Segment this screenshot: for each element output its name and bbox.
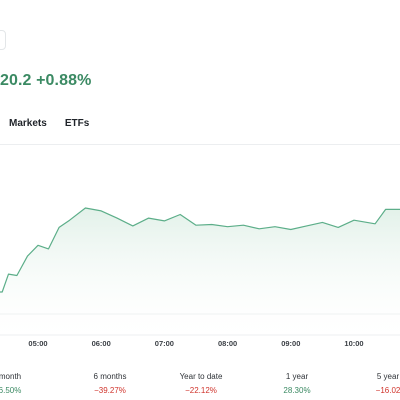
time-axis: 05:00 06:00 07:00 08:00 09:00 10:00	[0, 339, 400, 353]
price-line	[0, 207, 400, 293]
time-tick-label: 08:00	[218, 339, 238, 348]
perf-ytd-label: Year to date	[179, 372, 223, 381]
perf-5-year-label: 5 year	[376, 372, 400, 381]
time-tick-label: 06:00	[91, 339, 111, 348]
tabs-divider	[0, 144, 400, 145]
perf-6-months-value: −39.27%	[94, 386, 126, 395]
perf-1-year-value: 28.30%	[283, 386, 311, 395]
perf-ytd[interactable]: Year to date −22.12%	[180, 372, 223, 395]
performance-row: month 6.50% 6 months −39.27% Year to dat…	[0, 372, 400, 400]
perf-5-year[interactable]: 5 year −16.02	[376, 372, 400, 395]
perf-6-months-label: 6 months	[93, 372, 127, 381]
price-chart[interactable]	[0, 150, 400, 346]
price-change: 20.2 +0.88%	[0, 72, 92, 89]
time-tick-label: 10:00	[344, 339, 364, 348]
perf-ytd-value: −22.12%	[185, 386, 217, 395]
price-area-fill	[0, 208, 400, 346]
time-tick-label: 07:00	[154, 339, 174, 348]
perf-5-year-value: −16.02	[375, 386, 400, 395]
perf-month[interactable]: month 6.50%	[0, 372, 21, 395]
time-tick-label: 09:00	[281, 339, 301, 348]
perf-1-year-label: 1 year	[285, 372, 309, 381]
perf-month-label: month	[0, 372, 22, 381]
time-tick-label: 05:00	[28, 339, 48, 348]
perf-month-value: 6.50%	[0, 386, 22, 395]
market-tabs: Markets ETFs	[0, 118, 107, 142]
back-button[interactable]	[0, 30, 6, 50]
perf-1-year[interactable]: 1 year 28.30%	[283, 372, 310, 395]
tab-markets[interactable]: Markets	[9, 118, 47, 129]
tab-etfs[interactable]: ETFs	[64, 118, 90, 129]
perf-6-months[interactable]: 6 months −39.27%	[94, 372, 127, 395]
